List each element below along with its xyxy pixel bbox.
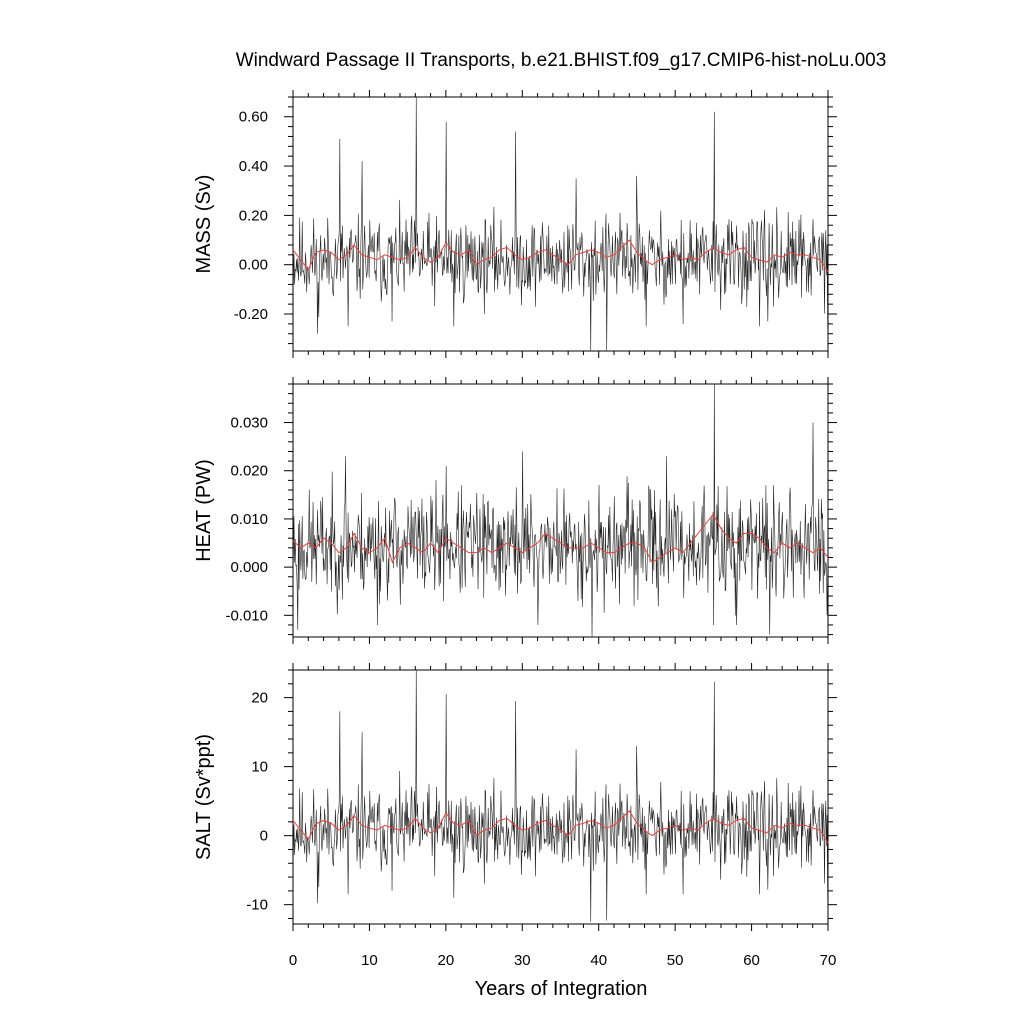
panel-mass: -0.20 0.00 0.20 0.40 0.60 MASS (Sv): [193, 90, 837, 358]
y-tick-label: 0.60: [239, 109, 268, 126]
x-tick-label: 30: [514, 952, 531, 969]
y-tick-label: 0: [260, 828, 268, 845]
y-tick-label: 0.010: [230, 511, 268, 528]
y-tick-label: -0.20: [234, 306, 268, 323]
y-axis-label-salt: SALT (Sv*ppt): [193, 734, 215, 860]
panel-salt: -10 0 10 20 0 10 20 30 40 50 60 70 SALT (Sv*ppt): [193, 663, 837, 969]
plot-frame-heat: [292, 383, 829, 638]
y-axis-label-heat: HEAT (PW): [193, 459, 215, 562]
y-tick-label: 0.020: [230, 463, 268, 480]
y-tick-label: -0.010: [225, 607, 268, 624]
plot-frame-mass: [292, 96, 829, 352]
y-tick-label: -10: [246, 897, 268, 914]
y-tick-label: 0.000: [230, 559, 268, 576]
y-tick-label: 0.40: [239, 158, 268, 175]
x-tick-label: 40: [590, 952, 607, 969]
series-monthly-salt: [293, 669, 828, 922]
y-tick-label: 10: [251, 759, 268, 776]
y-axis-label-mass: MASS (Sv): [193, 175, 215, 274]
x-tick-label: 60: [743, 952, 760, 969]
panels: -0.20 0.00 0.20 0.40 0.60 MASS (Sv) -0.010 0.00…: [193, 90, 837, 969]
series-smoothed-heat: [292, 513, 829, 564]
y-tick-label: 0.00: [239, 257, 268, 274]
y-tick-label: 0.20: [239, 207, 268, 224]
y-tick-label: 0.030: [230, 415, 268, 432]
x-tick-label: 20: [438, 952, 455, 969]
y-tick-label: 20: [251, 690, 268, 707]
x-tick-label: 0: [289, 952, 297, 969]
series-monthly-heat: [293, 383, 828, 638]
x-tick-label: 50: [667, 952, 684, 969]
series-monthly-mass: [293, 96, 828, 352]
x-tick-label: 70: [820, 952, 837, 969]
plot-frame-salt: [292, 669, 829, 925]
series-smoothed-mass: [292, 239, 829, 273]
series-smoothed-salt: [292, 810, 829, 844]
chart-title: Windward Passage II Transports, b.e21.BH…: [236, 50, 887, 71]
x-tick-label: 10: [361, 952, 378, 969]
panel-heat: -0.010 0.000 0.010 0.020 0.030 HEAT (PW): [193, 377, 837, 644]
x-axis-label: Years of Integration: [475, 978, 648, 1000]
